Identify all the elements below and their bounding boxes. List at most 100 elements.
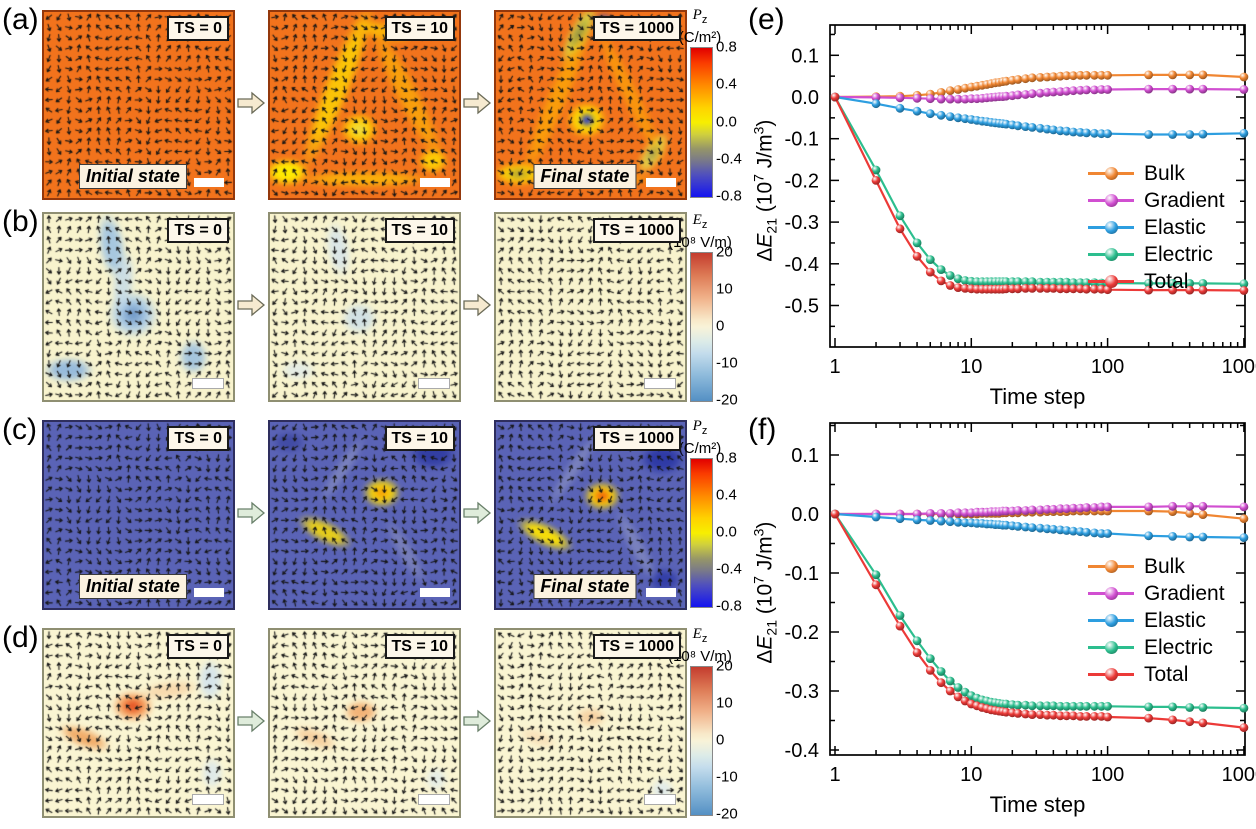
legend-marker-elastic [1088, 614, 1134, 627]
colorbar-gradient [690, 47, 713, 198]
legend-marker-gradient [1088, 194, 1134, 207]
legend-item: Bulk [1088, 553, 1225, 580]
colorbar-pz: Pz (C/m²) 0.8 0.4 0.0 -0.4 -0.8 [679, 7, 742, 205]
colorbar-tick-label: -0.4 [716, 150, 742, 168]
field-row-b: (b) TS = 0 TS = 10 TS = 1000 Ez (10⁸ V/m… [0, 206, 762, 412]
scale-bar [420, 178, 450, 187]
field-panel-d-ts1000: TS = 1000 [494, 628, 687, 818]
colorbar-tick-label: 0 [716, 317, 725, 335]
scale-bar [644, 794, 676, 805]
legend-marker-total [1088, 668, 1134, 681]
timestep-label: TS = 0 [167, 634, 229, 659]
field-panel-b-ts0: TS = 0 [42, 212, 235, 402]
colorbar-unit: (C/m²) [678, 440, 722, 457]
timestep-label: TS = 10 [384, 16, 455, 41]
chart-legend-e: Bulk Gradient Elastic Electric Total [1088, 160, 1225, 295]
colorbar-symbol: P [692, 418, 702, 434]
vector-field-canvas [270, 12, 459, 198]
arrow-right-icon [237, 293, 266, 317]
panel-letter-f: (f) [748, 413, 777, 446]
svg-text:Time step: Time step [990, 384, 1086, 409]
legend-label: Elastic [1144, 608, 1206, 632]
colorbar-tick-label: 0.4 [716, 486, 737, 504]
svg-text:100: 100 [1091, 764, 1124, 786]
legend-item: Electric [1088, 241, 1225, 268]
colorbar-tick-label: -0.8 [716, 597, 742, 615]
panel-letter-c: (c) [2, 413, 37, 446]
svg-text:0.1: 0.1 [791, 445, 819, 467]
legend-label: Total [1144, 662, 1189, 686]
arrow-right-icon [237, 501, 266, 525]
timestep-label: TS = 10 [384, 426, 455, 451]
timestep-label: TS = 10 [384, 634, 455, 659]
state-label: Initial state [78, 164, 187, 189]
field-panel-b-ts1000: TS = 1000 [494, 212, 687, 402]
svg-text:10: 10 [960, 764, 982, 786]
colorbar-ez: Ez (10⁸ V/m) 20 10 0 -10 -20 [668, 626, 738, 823]
field-row-d: (d) TS = 0 TS = 10 TS = 1000 Ez (10⁸ V/m… [0, 622, 762, 828]
legend-item: Total [1088, 661, 1225, 688]
svg-text:Time step: Time step [990, 792, 1086, 817]
panel-letter-d: (d) [2, 621, 39, 654]
scale-bar [194, 588, 224, 597]
svg-text:1: 1 [829, 356, 840, 378]
legend-item: Bulk [1088, 160, 1225, 187]
svg-text:100: 100 [1091, 356, 1124, 378]
svg-text:10: 10 [960, 356, 982, 378]
state-label: Final state [533, 164, 637, 189]
legend-label: Bulk [1144, 554, 1185, 578]
colorbar-gradient [690, 666, 713, 816]
legend-item: Elastic [1088, 607, 1225, 634]
vector-field-canvas [270, 422, 459, 608]
svg-text:-0.4: -0.4 [785, 740, 819, 762]
colorbar-tick-label: 0.0 [716, 523, 737, 541]
state-label: Initial state [78, 574, 187, 599]
legend-item: Electric [1088, 634, 1225, 661]
scale-bar [418, 794, 450, 805]
legend-marker-total [1088, 275, 1134, 288]
energy-chart-f: 1 10 100 1000 0.1 0.0 -0.1 -0.2 -0.3 -0.4 Time ste… [785, 422, 1256, 817]
colorbar-tick-label: 0 [716, 731, 725, 749]
vector-field-canvas [44, 630, 233, 816]
svg-text:0.0: 0.0 [791, 504, 819, 526]
colorbar-tick-label: -20 [716, 391, 738, 409]
svg-text:1000: 1000 [1222, 356, 1256, 378]
legend-marker-bulk [1088, 167, 1134, 180]
colorbar-tick-label: -20 [716, 805, 738, 823]
timestep-label: TS = 1000 [592, 634, 681, 659]
arrow-right-icon [463, 91, 492, 115]
scale-bar [420, 588, 450, 597]
panel-letter-a: (a) [2, 3, 39, 36]
svg-text:-0.2: -0.2 [785, 170, 819, 192]
legend-item: Elastic [1088, 214, 1225, 241]
timestep-label: TS = 1000 [592, 426, 681, 451]
legend-label: Elastic [1144, 215, 1206, 239]
legend-label: Electric [1144, 635, 1213, 659]
legend-marker-gradient [1088, 587, 1134, 600]
legend-marker-bulk [1088, 560, 1134, 573]
legend-marker-elastic [1088, 221, 1134, 234]
svg-text:-0.4: -0.4 [785, 254, 819, 276]
colorbar-tick-label: 0.8 [716, 449, 737, 467]
vector-field-canvas [270, 630, 459, 816]
colorbar-symbol-sub: z [701, 633, 708, 645]
colorbar-tick-label: 0.0 [716, 113, 737, 130]
legend-label: Gradient [1144, 581, 1225, 605]
colorbar-tick-label: 0.8 [716, 38, 737, 56]
scale-bar [192, 794, 224, 805]
colorbar-symbol-sub: z [701, 219, 708, 231]
svg-text:-0.1: -0.1 [785, 563, 819, 585]
field-panel-a-ts10: TS = 10 [268, 10, 461, 200]
colorbar-unit: (C/m²) [678, 29, 722, 46]
energy-chart-e: 1 10 100 1000 0.1 0.0 -0.1 -0.2 -0.3 -0.4 -0.5 Time… [785, 24, 1256, 409]
legend-label: Electric [1144, 242, 1213, 266]
svg-text:-0.3: -0.3 [785, 212, 819, 234]
timestep-label: TS = 1000 [592, 218, 681, 243]
arrow-right-icon [463, 501, 492, 525]
legend-item: Gradient [1088, 187, 1225, 214]
colorbar-symbol-sub: z [701, 14, 708, 26]
timestep-label: TS = 0 [167, 16, 229, 41]
legend-item: Total [1088, 268, 1225, 295]
panel-letter-e: (e) [748, 3, 785, 36]
